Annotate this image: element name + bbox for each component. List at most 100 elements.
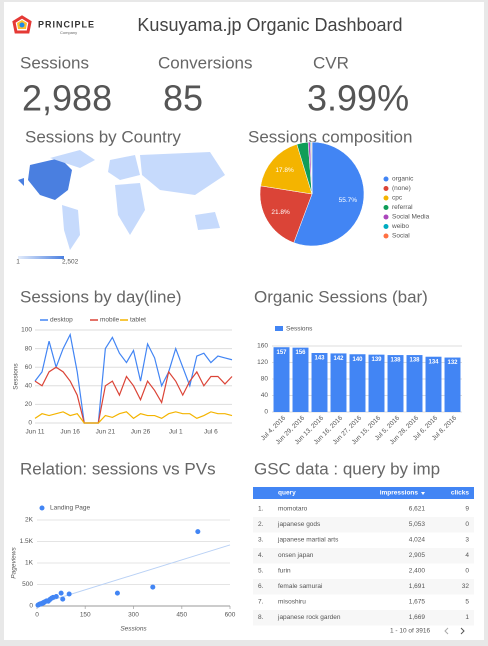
slice-label: 17.8% bbox=[275, 167, 294, 174]
table-cell: 2,905 bbox=[409, 552, 426, 559]
x-axis-label: Sessions bbox=[120, 626, 147, 633]
scatter-point bbox=[38, 601, 44, 607]
legend-swatch bbox=[383, 195, 389, 201]
bar-value-label: 134 bbox=[428, 359, 439, 365]
legend-label: cpc bbox=[392, 195, 403, 202]
legend-label: Social Media bbox=[392, 214, 430, 221]
legend-label: weibo bbox=[391, 223, 409, 230]
y-axis-label: Sessions bbox=[13, 363, 20, 390]
y-tick-label: 2K bbox=[25, 517, 34, 524]
table-cell: 1. bbox=[258, 506, 264, 513]
bar-value-label: 157 bbox=[276, 350, 287, 356]
legend-swatch bbox=[383, 233, 389, 239]
table-cell: japanese rock garden bbox=[277, 614, 341, 621]
scorecard-label: CVR bbox=[313, 53, 349, 72]
bar bbox=[349, 354, 366, 412]
y-tick-label: 0 bbox=[264, 409, 268, 416]
slice-label: 55.7% bbox=[339, 197, 358, 204]
pie-slice bbox=[293, 141, 365, 247]
y-axis-label: Pageviews bbox=[11, 547, 18, 579]
legend-swatch bbox=[383, 214, 389, 220]
y-tick-label: 1K bbox=[25, 560, 34, 567]
bar-value-label: 139 bbox=[371, 357, 382, 363]
logo: PRINCIPLE bbox=[38, 19, 95, 29]
x-tick-label: 150 bbox=[80, 612, 91, 619]
scale-max: 2,502 bbox=[62, 259, 79, 266]
scatter-point bbox=[150, 584, 156, 590]
row-stripe bbox=[253, 517, 474, 533]
y-tick-label: 0 bbox=[29, 603, 33, 610]
column-header: impressions bbox=[380, 490, 419, 497]
table-cell: 1 bbox=[465, 614, 469, 621]
y-tick-label: 120 bbox=[257, 359, 268, 366]
world-map bbox=[18, 150, 225, 250]
scorecard-label: Conversions bbox=[158, 53, 253, 72]
bar bbox=[406, 355, 423, 412]
table-cell: furin bbox=[278, 568, 291, 575]
bar-value-label: 132 bbox=[447, 360, 458, 366]
y-tick-label: 20 bbox=[25, 401, 33, 408]
x-tick-label: Jun 21 bbox=[96, 429, 116, 436]
x-tick-label: Jun 26 bbox=[131, 429, 151, 436]
table-cell: 5,053 bbox=[409, 521, 426, 528]
scatter-point bbox=[60, 596, 66, 602]
chart-title: Relation: sessions vs PVs bbox=[20, 459, 216, 478]
x-tick-label: Jun 16 bbox=[60, 429, 80, 436]
bar bbox=[273, 347, 290, 412]
line-series bbox=[34, 366, 233, 424]
bar-value-label: 140 bbox=[352, 357, 363, 363]
x-tick-label: Jul 1 bbox=[169, 429, 183, 436]
legend-label: tablet bbox=[130, 317, 146, 324]
x-tick-label: 300 bbox=[128, 612, 139, 619]
scorecard-value: 85 bbox=[163, 78, 203, 119]
table-header bbox=[253, 487, 474, 499]
table-cell: 3 bbox=[465, 537, 469, 544]
table-cell: 8. bbox=[258, 614, 264, 621]
bar bbox=[425, 356, 442, 412]
table-cell: 6,621 bbox=[409, 506, 426, 513]
legend-label: Sessions bbox=[286, 326, 313, 333]
next-page[interactable] bbox=[460, 627, 465, 635]
scorecard-label: Sessions bbox=[20, 53, 89, 72]
scatter-point bbox=[45, 598, 51, 604]
legend-label: mobile bbox=[100, 317, 120, 324]
table-cell: 2,400 bbox=[409, 568, 426, 575]
scatter-point bbox=[195, 529, 201, 535]
slice-label: 21.8% bbox=[271, 209, 290, 216]
scatter-point bbox=[58, 590, 64, 596]
y-tick-label: 500 bbox=[22, 581, 33, 588]
table-cell: momotaro bbox=[278, 506, 308, 513]
y-tick-label: 160 bbox=[257, 343, 268, 350]
table-cell: 4 bbox=[465, 552, 469, 559]
legend-swatch bbox=[275, 326, 283, 331]
table-cell: japanese martial arts bbox=[277, 537, 339, 544]
table-cell: 32 bbox=[462, 583, 470, 590]
table-cell: 1,669 bbox=[409, 614, 426, 621]
prev-page[interactable] bbox=[444, 627, 449, 635]
sort-arrow bbox=[421, 492, 425, 495]
scatter-point bbox=[48, 595, 54, 601]
table-cell: 0 bbox=[465, 568, 469, 575]
y-tick-label: 40 bbox=[261, 392, 269, 399]
chart-title: Organic Sessions (bar) bbox=[254, 287, 428, 306]
chart-title: Sessions composition bbox=[248, 127, 412, 146]
card bbox=[4, 2, 484, 640]
table-cell: 2. bbox=[258, 521, 264, 528]
x-tick-label: 0 bbox=[35, 612, 39, 619]
bar bbox=[444, 357, 461, 412]
column-header: query bbox=[278, 490, 296, 497]
table-cell: 6. bbox=[258, 583, 264, 590]
y-tick-label: 1.5K bbox=[20, 538, 34, 545]
table-cell: female samurai bbox=[278, 583, 322, 590]
bar-value-label: 138 bbox=[390, 358, 401, 364]
scale-min: 1 bbox=[16, 259, 20, 266]
legend-label: Landing Page bbox=[50, 505, 91, 512]
table-cell: 1,691 bbox=[409, 583, 426, 590]
table-cell: 0 bbox=[465, 521, 469, 528]
y-tick-label: 80 bbox=[261, 376, 269, 383]
bar bbox=[330, 353, 347, 412]
logo-sub: Company bbox=[60, 30, 77, 35]
x-tick-label: Jul 6 bbox=[204, 429, 218, 436]
pie-slice bbox=[311, 141, 313, 195]
legend-swatch bbox=[39, 505, 45, 511]
